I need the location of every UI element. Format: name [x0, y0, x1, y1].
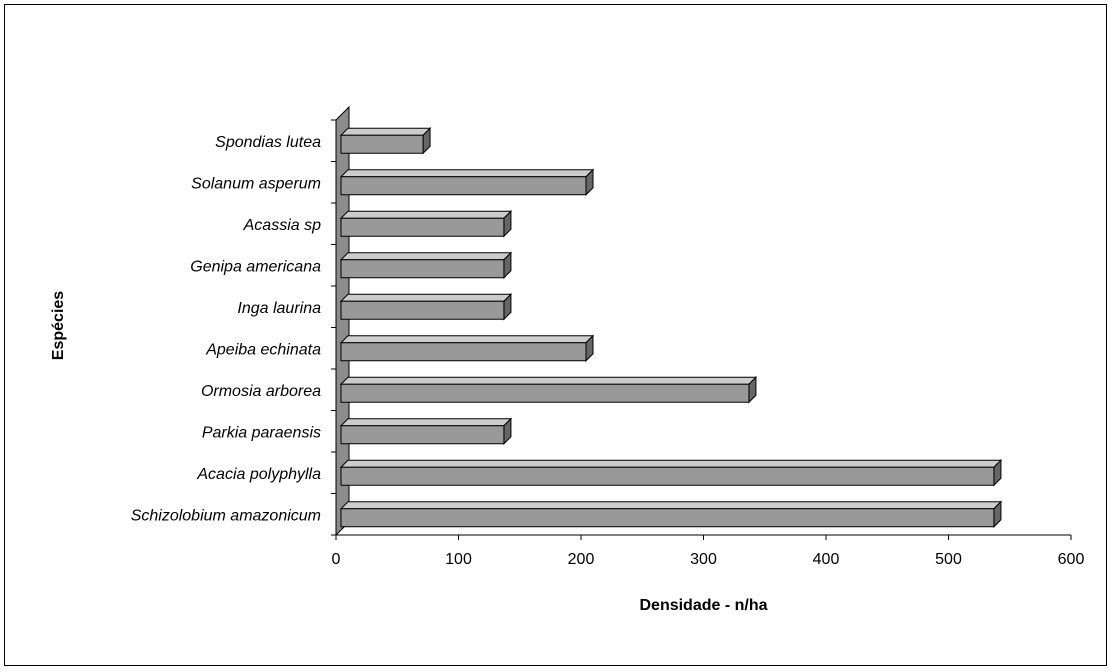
- x-tick-label: 300: [690, 551, 717, 568]
- category-label: Ormosia arborea: [201, 383, 321, 400]
- bar: [339, 251, 513, 279]
- y-axis-title: Espécies: [50, 291, 67, 360]
- bars: [339, 127, 1003, 528]
- category-label: Acassia sp: [243, 217, 321, 234]
- category-label: Schizolobium amazonicum: [131, 507, 321, 524]
- y-axis-ticks: [331, 119, 336, 536]
- x-tick-label: 600: [1058, 551, 1085, 568]
- category-label: Spondias lutea: [215, 134, 321, 151]
- category-label: Genipa americana: [190, 258, 321, 275]
- bar: [339, 334, 595, 362]
- bar: [339, 376, 758, 404]
- category-label: Solanum asperum: [191, 175, 321, 192]
- bar: [339, 417, 513, 445]
- category-label: Acacia polyphylla: [196, 466, 321, 483]
- bar: [339, 210, 513, 238]
- bar: [339, 168, 595, 196]
- bar: [339, 459, 1003, 487]
- chart-frame: [4, 4, 1107, 666]
- category-label: Apeiba echinata: [205, 341, 321, 358]
- x-tick-label: 200: [568, 551, 595, 568]
- bar: [339, 293, 513, 321]
- bar: [339, 500, 1003, 528]
- x-axis-ticks: 0 100 200 300 400 500 600: [332, 535, 1085, 568]
- x-tick-label: 100: [445, 551, 472, 568]
- category-labels: Schizolobium amazonicum Acacia polyphylla…: [131, 134, 321, 525]
- x-tick-label: 500: [935, 551, 962, 568]
- x-tick-label: 400: [813, 551, 840, 568]
- x-tick-label: 0: [332, 551, 341, 568]
- category-label: Parkia paraensis: [202, 424, 321, 441]
- category-label: Inga laurina: [237, 300, 321, 317]
- x-axis-title: Densidade - n/ha: [639, 597, 767, 614]
- bar: [339, 127, 432, 155]
